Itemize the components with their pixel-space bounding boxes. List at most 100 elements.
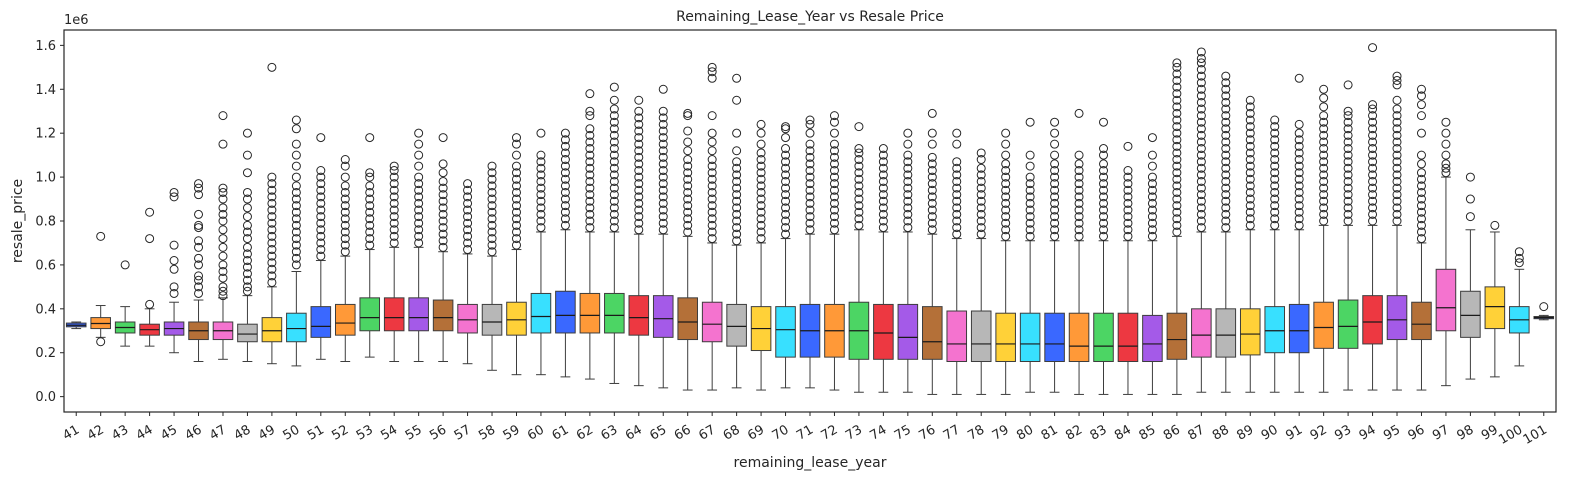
outlier-point bbox=[683, 227, 693, 237]
outlier-point bbox=[1123, 166, 1133, 176]
outlier-point bbox=[1270, 207, 1280, 217]
outlier-point bbox=[1319, 117, 1329, 127]
outlier-point bbox=[683, 181, 693, 191]
outlier-point bbox=[194, 282, 204, 292]
outlier-point bbox=[316, 185, 326, 195]
outlier-point bbox=[1270, 128, 1280, 138]
outlier-point bbox=[1099, 192, 1109, 202]
outlier-point bbox=[340, 247, 350, 257]
outlier-point bbox=[218, 260, 228, 270]
outlier-point bbox=[1221, 117, 1231, 127]
iqr-box bbox=[970, 310, 992, 363]
outlier-point bbox=[169, 282, 179, 292]
x-tick-label: 73 bbox=[843, 422, 865, 443]
outlier-point bbox=[903, 183, 913, 193]
outlier-point bbox=[1221, 216, 1231, 226]
outlier-point bbox=[438, 190, 448, 200]
outlier-point bbox=[683, 126, 693, 136]
outlier-point bbox=[781, 122, 791, 132]
outlier-point bbox=[805, 192, 815, 202]
outlier-point bbox=[707, 155, 717, 165]
outlier-point bbox=[560, 207, 570, 217]
iqr-box bbox=[261, 317, 283, 343]
iqr-box bbox=[775, 306, 796, 358]
outlier-point bbox=[340, 240, 350, 250]
outlier-point bbox=[829, 205, 839, 215]
x-tick-label: 98 bbox=[1455, 422, 1477, 443]
outlier-point bbox=[389, 179, 399, 189]
outlier-point bbox=[1368, 163, 1378, 173]
outlier-point bbox=[365, 214, 375, 224]
outlier-point bbox=[732, 95, 742, 105]
outlier-point bbox=[1392, 95, 1402, 105]
outlier-point bbox=[1050, 218, 1060, 228]
outlier-point bbox=[781, 176, 791, 186]
outlier-point bbox=[1245, 95, 1255, 105]
outlier-point bbox=[340, 201, 350, 211]
outlier-point bbox=[609, 163, 619, 173]
outlier-point bbox=[683, 108, 693, 118]
outlier-point bbox=[487, 207, 497, 217]
outlier-point bbox=[389, 205, 399, 215]
x-tick-label: 55 bbox=[403, 422, 425, 443]
outlier-point bbox=[1245, 207, 1255, 217]
y-tick-label: 0.6 bbox=[35, 258, 56, 273]
outlier-point bbox=[267, 245, 277, 255]
outlier-point bbox=[1025, 185, 1035, 195]
x-tick-label: 99 bbox=[1479, 422, 1501, 443]
outlier-point bbox=[511, 194, 521, 204]
outlier-point bbox=[120, 260, 130, 270]
outlier-point bbox=[756, 119, 766, 129]
outlier-point bbox=[414, 161, 424, 171]
outlier-point bbox=[414, 185, 424, 195]
outlier-point bbox=[609, 183, 619, 193]
box-group bbox=[457, 179, 478, 365]
outlier-point bbox=[1343, 80, 1353, 90]
outlier-point bbox=[1001, 185, 1011, 195]
outlier-point bbox=[194, 190, 204, 200]
outlier-point bbox=[1368, 203, 1378, 213]
outlier-point bbox=[1172, 194, 1182, 204]
outlier-point bbox=[1221, 144, 1231, 154]
outlier-point bbox=[952, 176, 962, 186]
outlier-point bbox=[194, 220, 204, 230]
outlier-point bbox=[218, 273, 228, 283]
box-group bbox=[1337, 80, 1359, 391]
outlier-point bbox=[1172, 75, 1182, 85]
outlier-point bbox=[1196, 163, 1206, 173]
outlier-point bbox=[1343, 137, 1353, 147]
outlier-point bbox=[218, 111, 228, 121]
outlier-point bbox=[1319, 150, 1329, 160]
outlier-point bbox=[952, 128, 962, 138]
outlier-point bbox=[756, 155, 766, 165]
x-tick-label: 71 bbox=[794, 422, 816, 443]
outlier-point bbox=[194, 209, 204, 219]
outlier-point bbox=[1343, 157, 1353, 167]
outlier-point bbox=[414, 139, 424, 149]
outlier-point bbox=[340, 214, 350, 224]
outlier-point bbox=[1074, 212, 1084, 222]
outlier-point bbox=[316, 172, 326, 182]
x-tick-label: 53 bbox=[354, 422, 376, 443]
outlier-point bbox=[560, 181, 570, 191]
outlier-point bbox=[1343, 106, 1353, 116]
outlier-point bbox=[1514, 247, 1524, 257]
outlier-point bbox=[1319, 216, 1329, 226]
outlier-point bbox=[242, 282, 252, 292]
box-group bbox=[628, 95, 650, 387]
outlier-point bbox=[658, 185, 668, 195]
outlier-point bbox=[1050, 159, 1060, 169]
outlier-point bbox=[756, 181, 766, 191]
outlier-point bbox=[389, 218, 399, 228]
outlier-point bbox=[1050, 198, 1060, 208]
outlier-point bbox=[1221, 130, 1231, 140]
outlier-point bbox=[1172, 89, 1182, 99]
outlier-point bbox=[1172, 214, 1182, 224]
outlier-point bbox=[1001, 225, 1011, 235]
outlier-point bbox=[878, 183, 888, 193]
outlier-point bbox=[1343, 124, 1353, 134]
outlier-point bbox=[781, 203, 791, 213]
outlier-point bbox=[609, 157, 619, 167]
outlier-point bbox=[511, 150, 521, 160]
outlier-point bbox=[414, 150, 424, 160]
